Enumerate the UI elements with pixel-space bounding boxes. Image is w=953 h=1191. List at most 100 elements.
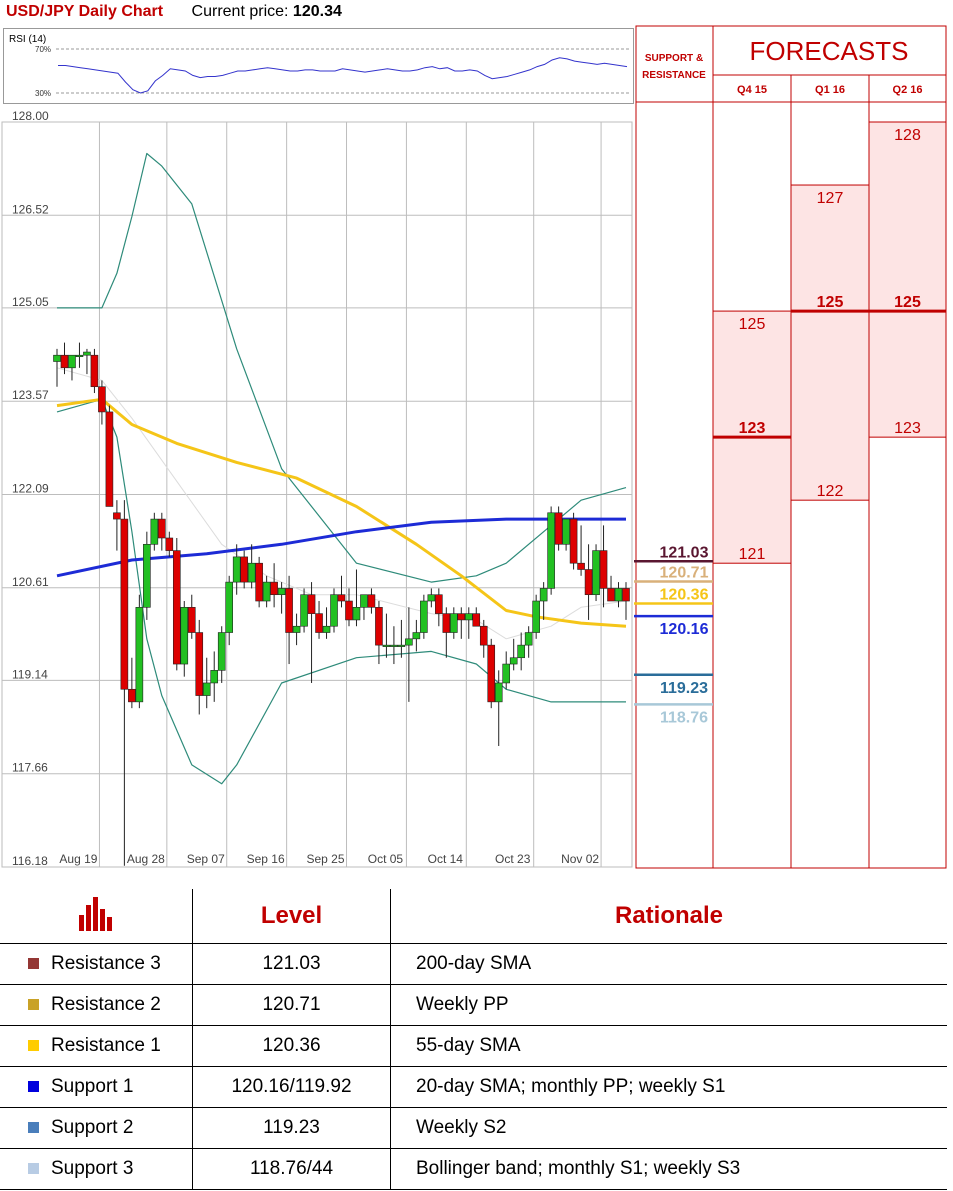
candle (202, 682, 211, 696)
level-marker-label: 120.71 (660, 564, 709, 581)
candle (584, 569, 593, 596)
candle (262, 581, 271, 602)
candle (210, 670, 219, 684)
forecast-high: 127 (817, 190, 844, 207)
candle (232, 556, 241, 583)
level-value: 121.03 (192, 943, 391, 985)
candle (330, 594, 338, 627)
candle (554, 512, 563, 545)
candle (180, 607, 189, 665)
quarter-label: Q2 16 (893, 84, 923, 96)
y-tick-label: 117.66 (12, 761, 48, 775)
y-tick-label: 119.14 (12, 667, 48, 681)
level-value: 120.16/119.92 (192, 1066, 391, 1108)
level-rationale: 200-day SMA (390, 943, 947, 985)
rsi-panel: RSI (14) 70% 30% (3, 28, 634, 104)
candle (532, 600, 540, 633)
candle (464, 613, 473, 621)
chart-header: USD/JPY Daily Chart Current price: 120.3… (6, 0, 342, 24)
forecast-median: 125 (817, 294, 844, 311)
color-swatch (28, 1122, 39, 1134)
forecast-median: 125 (894, 294, 921, 311)
candle (187, 607, 196, 633)
candle (270, 581, 278, 596)
candle (539, 588, 548, 602)
forecast-low: 121 (739, 546, 766, 563)
candle (390, 644, 398, 647)
candle (345, 600, 353, 621)
y-tick-label: 120.61 (12, 575, 49, 589)
candle (247, 562, 256, 583)
price-label: Current price: (191, 3, 289, 20)
candle (165, 537, 174, 551)
table-row: Resistance 1 120.36 55-day SMA (0, 1025, 947, 1067)
level-name: Resistance 1 (51, 1035, 161, 1056)
price-chart: 128.00 126.52 125.05 123.57 122.09 120.61 119.… (1, 110, 633, 868)
level-value: 120.71 (192, 984, 391, 1026)
candle (450, 613, 458, 633)
candle (68, 354, 76, 369)
candle (352, 607, 361, 621)
bar-chart-icon (0, 889, 193, 944)
level-marker-label: 118.76 (660, 709, 708, 726)
color-swatch (28, 1081, 39, 1093)
candle (158, 518, 166, 539)
candle (98, 386, 106, 413)
x-tick-label: Oct 05 (368, 852, 404, 866)
candle (113, 512, 121, 520)
candle (83, 351, 91, 356)
candle (322, 625, 331, 633)
candle (307, 594, 316, 614)
level-value: 119.23 (192, 1107, 391, 1149)
candle (367, 594, 376, 608)
level-value: 120.36 (192, 1025, 391, 1067)
forecast-low: 123 (894, 420, 921, 437)
color-swatch (28, 958, 39, 970)
forecast-range (868, 121, 947, 438)
level-value: 118.76/44 (192, 1148, 391, 1190)
candle (614, 588, 623, 602)
x-tick-label: Oct 14 (428, 852, 464, 866)
level-name: Support 3 (51, 1158, 134, 1179)
candle (172, 550, 181, 665)
candle (487, 644, 496, 703)
candle (315, 613, 323, 633)
candle (240, 556, 248, 583)
y-tick-label: 116.18 (12, 854, 48, 868)
levels-table-header: Level Rationale (0, 889, 947, 944)
rsi-line (58, 57, 628, 94)
candle (225, 581, 233, 633)
forecast-median: 123 (739, 420, 766, 437)
color-swatch (28, 999, 39, 1011)
y-tick-label: 128.00 (12, 110, 49, 123)
candle (457, 613, 466, 621)
candle (479, 625, 488, 646)
candle (442, 613, 451, 633)
rationale-column-header: Rationale (390, 889, 947, 944)
candle (135, 607, 144, 703)
x-tick-label: Oct 23 (495, 852, 531, 866)
candle (502, 663, 511, 684)
candle (547, 512, 555, 589)
indicator-line (57, 152, 627, 583)
y-tick-label: 125.05 (12, 295, 49, 309)
y-tick-label: 123.57 (12, 388, 49, 402)
indicator-line (56, 398, 626, 785)
candle (494, 682, 503, 703)
level-rationale: Weekly S2 (390, 1107, 947, 1149)
y-tick-label: 122.09 (12, 482, 49, 496)
quarter-label: Q1 16 (815, 84, 845, 96)
level-marker-label: 120.36 (660, 587, 709, 604)
candle (75, 354, 84, 358)
rsi-label: RSI (14) (9, 34, 46, 45)
level-name: Resistance 2 (51, 994, 161, 1015)
candle (569, 518, 578, 564)
table-row: Support 1 120.16/119.92 20-day SMA; mont… (0, 1066, 947, 1108)
candle (255, 562, 263, 602)
candle (472, 613, 481, 627)
candle (405, 638, 413, 646)
rsi-level-label: 30% (35, 89, 51, 98)
forecasts-title: FORECASTS (750, 36, 909, 66)
quarter-label: Q4 15 (737, 84, 767, 96)
color-swatch (28, 1040, 39, 1052)
